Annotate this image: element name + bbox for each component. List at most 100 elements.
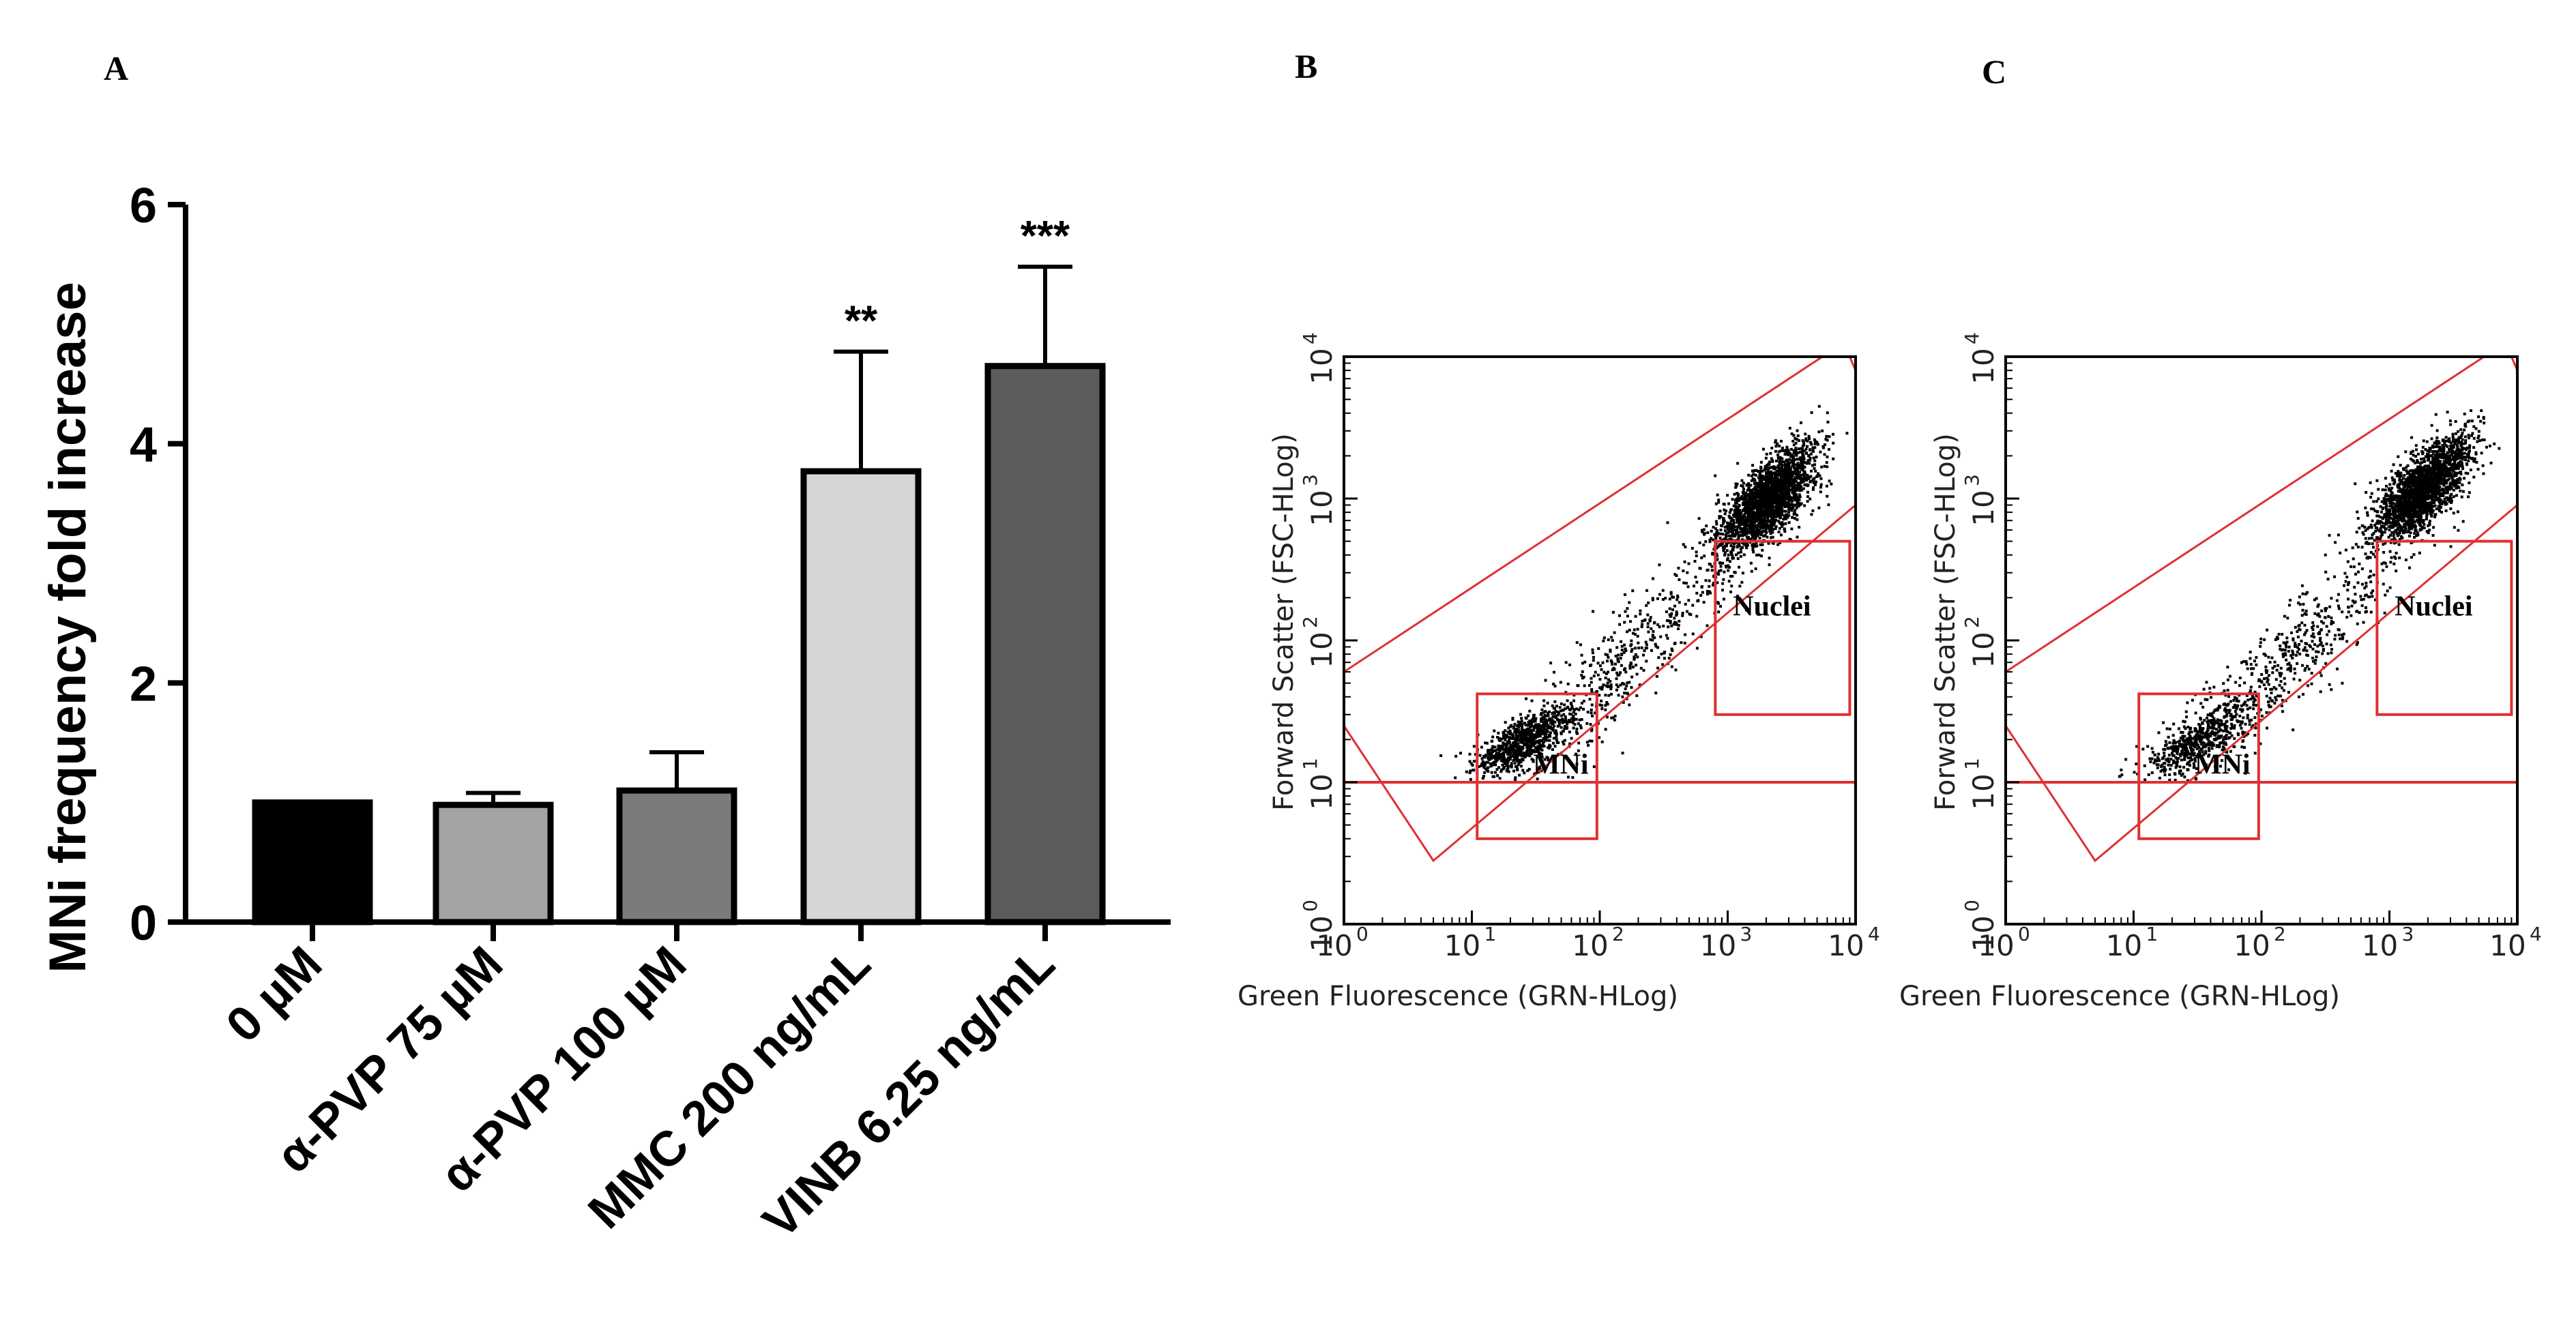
event-dot (2488, 444, 2491, 447)
event-dot (1744, 524, 1748, 528)
event-dot (1781, 460, 1784, 464)
event-dot (2392, 482, 2396, 486)
event-dot (1623, 643, 1626, 647)
event-dot (1581, 670, 1584, 673)
event-dot (1604, 728, 1607, 731)
event-dot (1791, 503, 1794, 506)
event-dot (1553, 724, 1556, 728)
event-dot (1719, 515, 1723, 518)
event-dot (1783, 477, 1787, 481)
event-dot (1697, 517, 1701, 520)
event-dot (1729, 560, 1732, 563)
event-dot (1506, 740, 1509, 743)
event-dot (1527, 722, 1531, 726)
event-dot (2472, 436, 2476, 440)
event-dot (1560, 714, 1563, 717)
event-dot (2438, 473, 2442, 476)
event-dot (1508, 758, 1512, 761)
event-dot (1755, 542, 1758, 545)
event-dot (1752, 473, 1755, 476)
x-tick-label-base: 10 (1444, 929, 1480, 962)
event-dot (1729, 544, 1733, 548)
event-dot (1792, 496, 1796, 499)
event-dot (1792, 481, 1796, 485)
event-dot (1645, 647, 1648, 650)
event-dot (1752, 488, 1755, 491)
event-dot (1802, 480, 1805, 484)
event-dot (1543, 758, 1547, 761)
event-dot (1800, 447, 1804, 451)
event-dot (1588, 739, 1592, 743)
event-dot (1813, 438, 1816, 441)
event-dot (1809, 458, 1812, 462)
event-dot (1776, 506, 1779, 509)
event-dot (1790, 432, 1794, 436)
event-dot (1718, 509, 1722, 513)
event-dot (1590, 729, 1593, 732)
event-dot (1754, 488, 1757, 492)
event-dot (1772, 465, 1776, 469)
event-dot (1813, 459, 1817, 462)
event-dot (1766, 524, 1770, 528)
event-dot (2366, 511, 2369, 514)
event-dot (2463, 422, 2467, 426)
event-dot (1631, 666, 1635, 669)
x-tick-label-exp: 0 (1356, 923, 1368, 945)
event-dot (2382, 550, 2386, 554)
event-dot (1570, 702, 1573, 706)
event-dot (2427, 469, 2430, 472)
event-dot (2427, 477, 2431, 480)
event-dot (1744, 544, 1748, 548)
event-dot (1759, 525, 1763, 529)
event-dot (2433, 492, 2436, 496)
event-dot (1797, 439, 1800, 442)
event-dot (1615, 688, 1618, 692)
event-dot (1768, 499, 1771, 502)
event-dot (2371, 533, 2374, 537)
event-dot (2457, 461, 2460, 464)
event-dot (1641, 623, 1644, 626)
event-dot (1523, 728, 1526, 732)
event-dot (1527, 767, 1531, 771)
event-dot (2417, 495, 2420, 499)
event-dot (2474, 452, 2478, 456)
event-dot (1686, 585, 1690, 589)
event-dot (1755, 527, 1759, 530)
event-dot (1777, 496, 1781, 500)
event-dot (1508, 752, 1512, 756)
event-dot (1759, 494, 1762, 498)
event-dot (2468, 456, 2471, 460)
event-dot (1512, 726, 1515, 729)
event-dot (2467, 495, 2470, 499)
event-dot (1746, 500, 1750, 503)
event-dot (1548, 743, 1551, 747)
event-dot (1646, 625, 1650, 629)
event-dot (1439, 754, 1443, 757)
event-dot (1741, 541, 1744, 544)
event-dot (2466, 452, 2470, 456)
event-dot (1779, 500, 1783, 503)
event-dot (2467, 451, 2470, 454)
event-dot (1502, 732, 1506, 736)
event-dot (1771, 459, 1774, 462)
event-dot (1766, 514, 1769, 518)
event-dot (1660, 653, 1663, 656)
event-dot (2405, 477, 2408, 481)
event-dot (1776, 509, 1780, 513)
event-dot (1737, 551, 1740, 554)
event-dot (1548, 739, 1551, 742)
event-dot (2390, 538, 2394, 542)
event-dot (1826, 455, 1829, 458)
event-dot (1723, 512, 1727, 516)
event-dot (1623, 668, 1626, 672)
event-dot (1755, 509, 1759, 512)
event-dot (2383, 513, 2386, 516)
y-tick-label-exp: 4 (1299, 332, 1321, 344)
event-dot (1731, 518, 1735, 522)
event-dot (1751, 527, 1754, 530)
event-dot (2403, 492, 2406, 496)
flow-b-x-axis-title: Green Fluorescence (GRN-HLog) (1238, 981, 1678, 1012)
event-dot (1534, 723, 1538, 726)
event-dot (1703, 533, 1706, 536)
event-dot (1786, 516, 1789, 519)
